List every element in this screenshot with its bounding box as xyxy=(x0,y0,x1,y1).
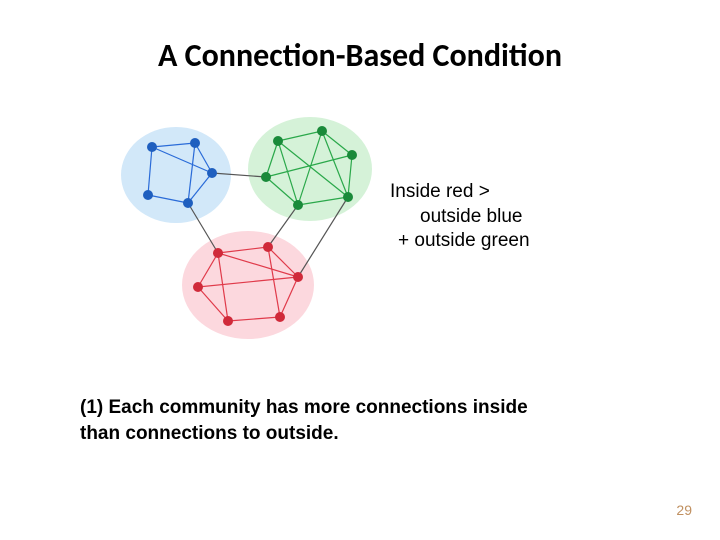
red-node xyxy=(193,282,203,292)
green-node xyxy=(293,200,303,210)
blue-node xyxy=(190,138,200,148)
condition-text: Inside red > outside blue + outside gree… xyxy=(390,180,530,254)
green-node xyxy=(317,126,327,136)
blue-node xyxy=(207,168,217,178)
footer-line-1: (1) Each community has more connections … xyxy=(80,395,528,421)
red-node xyxy=(223,316,233,326)
blue-node xyxy=(143,190,153,200)
blue-node xyxy=(147,142,157,152)
page-number: 29 xyxy=(676,502,692,518)
green-node xyxy=(343,192,353,202)
red-node xyxy=(263,242,273,252)
footer-text: (1) Each community has more connections … xyxy=(80,395,528,446)
footer-line-2: than connections to outside. xyxy=(80,421,528,447)
red-node xyxy=(275,312,285,322)
blue-node xyxy=(183,198,193,208)
green-node xyxy=(261,172,271,182)
condition-line-2: outside blue xyxy=(390,205,530,230)
condition-line-3: + outside green xyxy=(390,229,530,254)
condition-line-1: Inside red > xyxy=(390,180,530,205)
green-node xyxy=(347,150,357,160)
green-node xyxy=(273,136,283,146)
network-diagram xyxy=(100,105,380,345)
red-node xyxy=(213,248,223,258)
page-title: A Connection-Based Condition xyxy=(0,0,720,75)
red-node xyxy=(293,272,303,282)
